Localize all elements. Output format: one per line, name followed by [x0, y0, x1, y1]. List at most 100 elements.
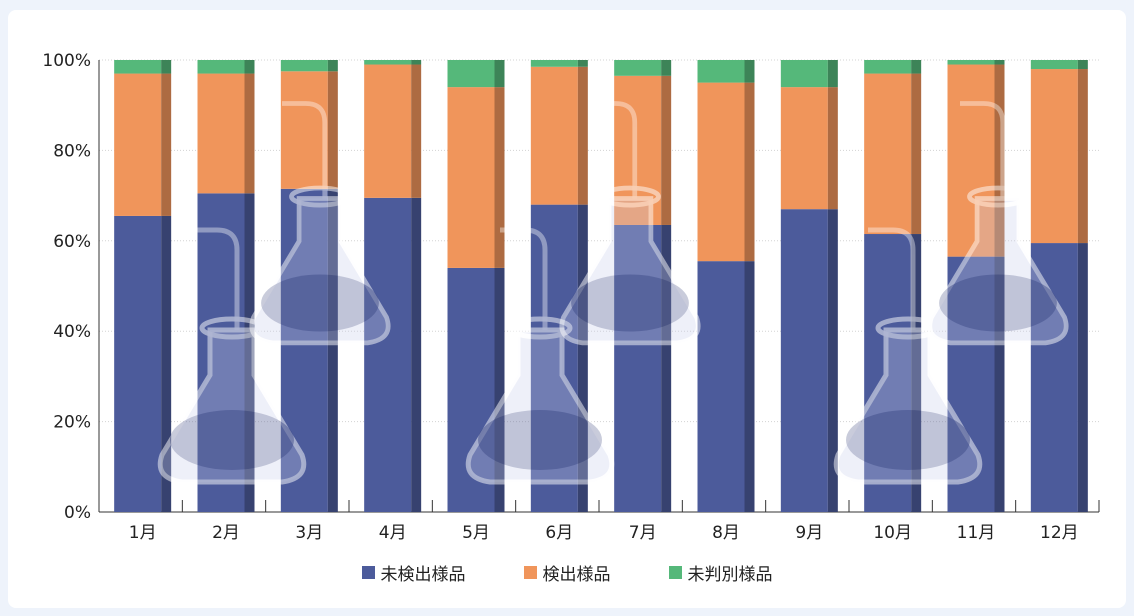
flask-rim: [289, 185, 351, 208]
bar-segment: [197, 193, 245, 512]
x-tick-label: 10月: [873, 523, 912, 543]
flask-liquid: [571, 274, 689, 332]
x-tick-label: 12月: [1040, 523, 1079, 543]
bar-segment-side: [661, 75, 672, 225]
bar-segment: [530, 204, 578, 512]
bar-segment: [780, 209, 828, 512]
bar-segment: [614, 224, 662, 513]
legend-item-detected[interactable]: 検出様品: [523, 560, 611, 585]
legend-label-detected: 検出様品: [542, 565, 611, 585]
bar-segment-side: [661, 224, 672, 513]
x-tick-label: 1月: [129, 523, 157, 543]
x-tick-label: 3月: [295, 523, 323, 543]
bar-segment: [197, 60, 245, 74]
bar-segment: [364, 64, 412, 198]
x-tick-label: 6月: [545, 523, 573, 543]
flask-tube: [591, 101, 638, 199]
flask-rim: [507, 316, 573, 340]
bar-segment-side: [911, 234, 922, 512]
y-tick-label: 0%: [64, 503, 91, 523]
flask-liquid: [170, 410, 294, 470]
bar-segment: [947, 256, 995, 512]
bar-segment-side: [244, 60, 255, 74]
flask-rim: [875, 316, 941, 340]
flask-liquid: [939, 274, 1057, 332]
legend-item-unidentified[interactable]: 未判別様品: [668, 560, 773, 585]
x-tick-label: 11月: [957, 523, 996, 543]
flask-illustration: [157, 227, 307, 485]
bar-segment-side: [244, 73, 255, 194]
y-tick-label: 80%: [53, 141, 91, 161]
bar-segment-side: [411, 197, 422, 513]
bar-segment-side: [161, 60, 172, 74]
bar-segment: [614, 60, 662, 76]
bar-segment-side: [411, 64, 422, 198]
bar-segment-side: [327, 188, 338, 512]
bar-segment: [1030, 243, 1078, 512]
flask-tube: [281, 101, 328, 199]
bar-segment: [280, 60, 328, 72]
bar-segment: [364, 60, 412, 65]
x-tick-label: 4月: [379, 523, 407, 543]
legend-swatch-unidentified: [668, 566, 682, 579]
bar-segment-side: [577, 60, 588, 67]
flask-rim: [199, 316, 265, 340]
flask-illustration: [249, 101, 391, 346]
bar-segment-side: [911, 73, 922, 235]
bar-segment-side: [1077, 243, 1088, 512]
flask-illustration: [927, 101, 1069, 346]
bar-segment: [780, 87, 828, 210]
bar-segment-side: [1077, 69, 1088, 244]
flask-body: [249, 196, 391, 346]
y-tick-label: 40%: [53, 322, 91, 342]
flask-liquid: [846, 410, 970, 470]
flask-rim: [967, 185, 1029, 208]
flask-tube: [192, 227, 240, 330]
flask-body: [465, 327, 615, 485]
bar-segment-side: [161, 215, 172, 512]
flask-body: [833, 327, 983, 485]
bar-segment: [447, 60, 495, 88]
bar-segment-side: [577, 66, 588, 205]
legend-label-unidentified: 未判別様品: [687, 565, 773, 585]
bar-segment-side: [994, 64, 1005, 257]
legend-item-undetected[interactable]: 未検出様品: [361, 560, 466, 585]
y-tick-label: 20%: [53, 413, 91, 433]
bar-segment-side: [744, 82, 755, 262]
bar-segment: [697, 82, 745, 262]
bar-segment: [197, 73, 245, 194]
bar-segment-side: [911, 60, 922, 74]
bar-segment-side: [494, 87, 505, 268]
bar-segment-side: [494, 267, 505, 512]
bar-segment: [864, 234, 912, 512]
flask-body: [927, 196, 1069, 346]
bar-segment: [114, 73, 162, 216]
bar-segment-side: [994, 60, 1005, 65]
bar-segment: [114, 60, 162, 74]
flask-tube: [500, 227, 548, 330]
bar-segment-side: [161, 73, 172, 216]
bar-segment: [947, 64, 995, 257]
legend-swatch-undetected: [361, 566, 375, 579]
bar-segment: [530, 66, 578, 205]
bar-segment-side: [577, 204, 588, 512]
bar-segment: [947, 60, 995, 65]
legend-swatch-detected: [523, 566, 537, 579]
legend: 未検出様品 検出様品 未判別様品: [0, 560, 1134, 585]
bar-segment-side: [744, 261, 755, 512]
bar-segment: [864, 60, 912, 74]
bar-segment: [280, 188, 328, 512]
bar-segment-side: [327, 60, 338, 72]
bar-segment: [697, 261, 745, 512]
y-tick-label: 60%: [53, 232, 91, 252]
flask-illustration: [559, 101, 701, 346]
bar-segment-side: [244, 193, 255, 512]
x-tick-label: 7月: [629, 523, 657, 543]
bar-segment-side: [411, 60, 422, 65]
bar-segment: [530, 60, 578, 67]
bar-segment: [1030, 60, 1078, 70]
bar-segment: [447, 87, 495, 268]
bar-segment-side: [827, 209, 838, 512]
bar-segment: [780, 60, 828, 88]
